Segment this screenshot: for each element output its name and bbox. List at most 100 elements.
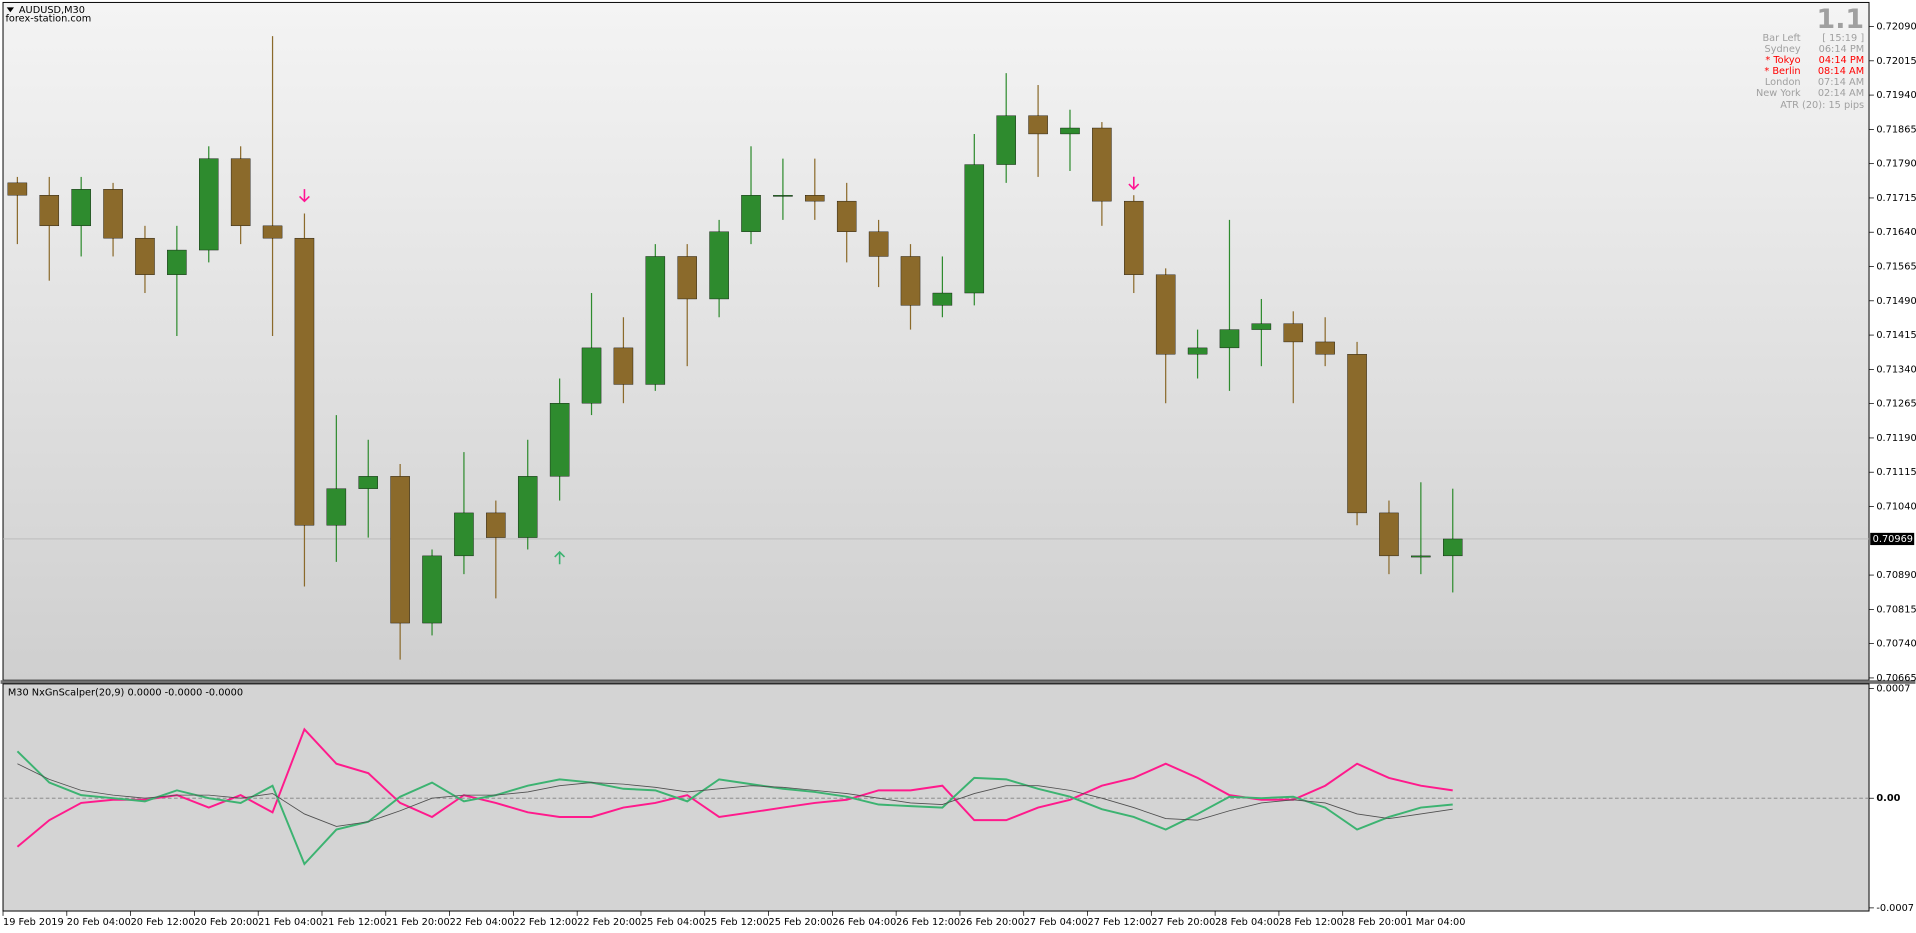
candle-body [709, 231, 729, 300]
candle-body [1092, 127, 1112, 202]
y-tick-label: 0.71340 [1876, 364, 1916, 375]
candle-body [71, 189, 91, 227]
x-tick-label: 27 Feb 12:00 [1088, 917, 1152, 928]
candle-body [868, 231, 889, 257]
y-tick-label: 0.72090 [1876, 22, 1916, 33]
price-panel [2, 1, 1870, 681]
y-tick-label: 0.71790 [1876, 159, 1916, 170]
x-tick-label: 27 Feb 04:00 [1024, 917, 1088, 928]
candle-body [358, 476, 378, 489]
candle-body [932, 292, 953, 306]
x-tick-label: 20 Feb 04:00 [67, 917, 131, 928]
x-tick-label: 19 Feb 2019 [3, 917, 64, 928]
candle-body [326, 488, 347, 526]
info-label: London [1765, 77, 1801, 88]
candle-body [199, 158, 219, 251]
y-tick-label: -0.0007 [1876, 903, 1914, 914]
info-version: 1.1 [1817, 4, 1865, 35]
x-tick-label: 27 Feb 20:00 [1151, 917, 1215, 928]
indicator-line [17, 763, 1453, 827]
x-tick-label: 22 Feb 20:00 [577, 917, 641, 928]
candle-body [581, 347, 602, 404]
x-tick-label: 25 Feb 20:00 [769, 917, 833, 928]
menu-triangle[interactable] [6, 7, 15, 13]
candle-body [836, 200, 857, 232]
candle-body [294, 237, 315, 526]
candle-body [167, 249, 187, 275]
symbol-label: AUDUSD,M30 [19, 5, 85, 16]
x-tick-label: 25 Feb 04:00 [641, 917, 705, 928]
info-value: 04:14 PM [1819, 55, 1864, 66]
candle-body [773, 195, 793, 197]
candle-body [1187, 347, 1208, 355]
candle-body [1251, 323, 1272, 330]
x-tick-label: 28 Feb 12:00 [1279, 917, 1343, 928]
y-tick-label: 0.71265 [1876, 399, 1916, 410]
candle-body [103, 189, 123, 239]
x-tick-label: 20 Feb 20:00 [194, 917, 258, 928]
indicator-line [16, 750, 1453, 866]
y-tick-label: 0.71940 [1876, 90, 1916, 101]
candle-body [135, 237, 155, 275]
x-tick-label: 21 Feb 04:00 [258, 917, 322, 928]
watermark: forex-station.com [5, 13, 91, 24]
y-tick-label: 0.70890 [1876, 570, 1916, 581]
x-tick-label: 26 Feb 20:00 [960, 917, 1024, 928]
y-tick-label: 0.72015 [1876, 56, 1916, 67]
info-value: [ 15:19 ] [1822, 33, 1864, 44]
candle-body [1028, 115, 1048, 135]
candle-body [613, 347, 634, 385]
candle-body [39, 195, 60, 227]
candle-body [677, 256, 697, 300]
candle-body [230, 158, 251, 227]
candle-body [517, 476, 538, 538]
y-tick-label: 0.71190 [1876, 433, 1916, 444]
candle-body [390, 476, 410, 624]
candle-body [1411, 555, 1431, 558]
info-label: Sydney [1765, 44, 1801, 55]
info-label: Bar Left [1763, 33, 1801, 44]
candle-body [422, 555, 442, 624]
candle-body [1443, 538, 1463, 557]
signal-arrow [1128, 176, 1140, 191]
x-tick-label: 28 Feb 20:00 [1343, 917, 1407, 928]
x-tick-label: 22 Feb 04:00 [450, 917, 514, 928]
info-label: * Berlin [1764, 66, 1800, 77]
x-tick-label: 26 Feb 04:00 [832, 917, 896, 928]
indicator-line [16, 727, 1453, 848]
y-tick-label: 0.71115 [1876, 467, 1916, 478]
candle-body [7, 182, 28, 196]
candle-body [1283, 323, 1304, 343]
candle-body [996, 115, 1016, 165]
y-tick-label: 0.71715 [1876, 193, 1916, 204]
candle-body [549, 403, 570, 477]
candle-body [1124, 200, 1144, 275]
y-tick-label: 0.71490 [1876, 296, 1916, 307]
info-value: 07:14 AM [1818, 77, 1864, 88]
y-tick-label: 0.00 [1876, 793, 1900, 804]
x-tick-label: 21 Feb 12:00 [322, 917, 386, 928]
info-value: 08:14 AM [1818, 66, 1864, 77]
panel-separator [0, 680, 1916, 684]
y-tick-label: 0.71040 [1876, 502, 1916, 513]
signal-arrow [299, 189, 310, 203]
y-tick-label: 0.70815 [1876, 604, 1916, 615]
info-value: 02:14 AM [1818, 88, 1864, 99]
candle-body [1219, 329, 1240, 349]
candle-body [964, 164, 985, 294]
y-tick-label: 0.71640 [1876, 227, 1916, 238]
y-tick-label: 0.70740 [1876, 639, 1916, 650]
x-tick-label: 21 Feb 20:00 [386, 917, 450, 928]
signal-arrow [554, 550, 566, 565]
indicator-panel [2, 683, 1870, 912]
current-price-box [1870, 532, 1915, 546]
x-tick-label: 20 Feb 12:00 [131, 917, 195, 928]
candle-body [741, 195, 761, 232]
y-tick-label: 0.71865 [1876, 124, 1916, 135]
y-tick-label: 0.71565 [1876, 262, 1916, 273]
x-tick-label: 22 Feb 12:00 [513, 917, 577, 928]
x-tick-label: 28 Feb 04:00 [1215, 917, 1279, 928]
candle-body [1379, 512, 1399, 557]
info-label: * Tokyo [1765, 55, 1800, 66]
